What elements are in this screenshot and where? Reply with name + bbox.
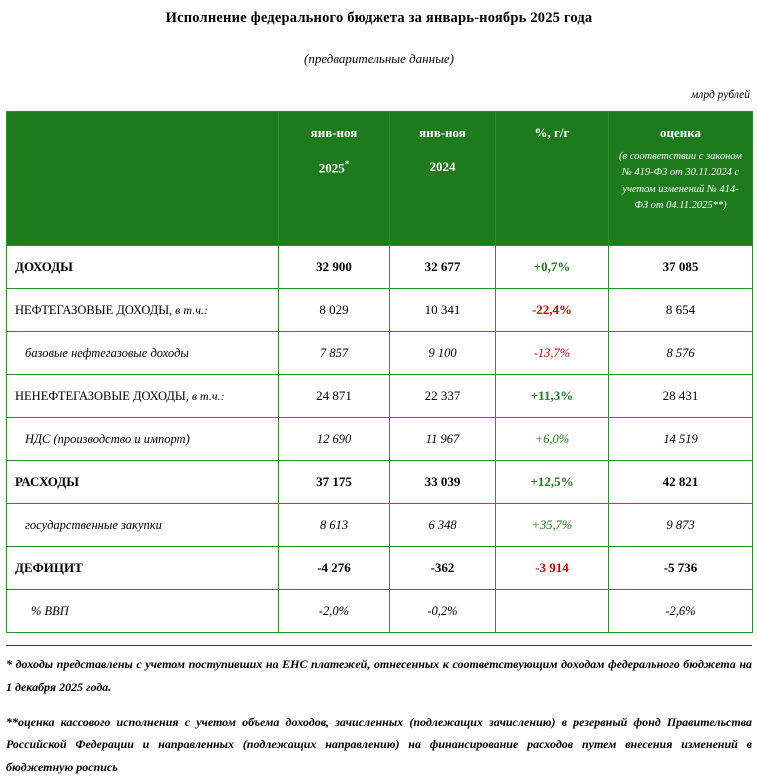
value-estimate: 37 085 [608, 245, 753, 289]
value-yoy: -22,4% [495, 288, 609, 332]
table-row: РАСХОДЫ 37 175 33 039 +12,5% 42 821 [6, 460, 753, 504]
value-2024: 32 677 [389, 245, 496, 289]
value-2024: 11 967 [389, 417, 496, 461]
row-label: НЕНЕФТЕГАЗОВЫЕ ДОХОДЫ, в т.ч.: [6, 374, 279, 418]
col-header-estimate: оценка (в соответствии с законом № 419-Ф… [608, 111, 753, 246]
value-yoy: -13,7% [495, 331, 609, 375]
table-header-row: янв-ноя 2025* янв-ноя 2024 %, г/г оценка… [6, 111, 753, 246]
row-label: НЕФТЕГАЗОВЫЕ ДОХОДЫ, в т.ч.: [6, 288, 279, 332]
value-yoy: -3 914 [495, 546, 609, 590]
value-yoy: +6,0% [495, 417, 609, 461]
budget-table: янв-ноя 2025* янв-ноя 2024 %, г/г оценка… [6, 111, 753, 633]
value-estimate: 9 873 [608, 503, 753, 547]
value-2025: 8 029 [278, 288, 390, 332]
value-2025: 12 690 [278, 417, 390, 461]
value-yoy: +11,3% [495, 374, 609, 418]
value-estimate: -5 736 [608, 546, 753, 590]
value-estimate: 42 821 [608, 460, 753, 504]
row-label: ДЕФИЦИТ [6, 546, 279, 590]
footnote-first: * доходы представлены с учетом поступивш… [6, 657, 752, 694]
col-header-2024-period: янв-ноя [419, 125, 466, 140]
value-2024: 9 100 [389, 331, 496, 375]
row-label: % ВВП [6, 589, 279, 633]
value-2025: 8 613 [278, 503, 390, 547]
value-2025: 7 857 [278, 331, 390, 375]
value-2024: 22 337 [389, 374, 496, 418]
value-estimate: 8 654 [608, 288, 753, 332]
page-title: Исполнение федерального бюджета за январ… [165, 10, 593, 26]
value-2025: 24 871 [278, 374, 390, 418]
col-header-2024: янв-ноя 2024 [389, 111, 496, 246]
value-estimate: 8 576 [608, 331, 753, 375]
value-2024: 6 348 [389, 503, 496, 547]
value-2025: -4 276 [278, 546, 390, 590]
col-header-estimate-note: (в соответствии с законом № 419-ФЗ от 30… [619, 151, 742, 211]
value-estimate: 28 431 [608, 374, 753, 418]
table-row: ДОХОДЫ 32 900 32 677 +0,7% 37 085 [6, 245, 753, 289]
col-header-estimate-title: оценка [659, 125, 702, 140]
value-yoy [495, 589, 609, 633]
value-2024: 33 039 [389, 460, 496, 504]
table-row: государственные закупки 8 613 6 348 +35,… [6, 503, 753, 547]
footnotes-section: * доходы представлены с учетом поступивш… [6, 645, 752, 779]
row-label: НДС (производство и импорт) [6, 417, 279, 461]
table-row: НЕФТЕГАЗОВЫЕ ДОХОДЫ, в т.ч.: 8 029 10 34… [6, 288, 753, 332]
value-yoy: +0,7% [495, 245, 609, 289]
col-header-yoy: %, г/г [495, 111, 609, 246]
col-header-2025: янв-ноя 2025* [278, 111, 390, 246]
value-2024: -362 [389, 546, 496, 590]
table-row: ДЕФИЦИТ -4 276 -362 -3 914 -5 736 [6, 546, 753, 590]
value-2025: 32 900 [278, 245, 390, 289]
col-header-2025-period: янв-ноя [310, 125, 358, 140]
value-2025: 37 175 [278, 460, 390, 504]
row-label: государственные закупки [6, 503, 279, 547]
footnote-second: **оценка кассового исполнения с учетом о… [6, 714, 752, 775]
row-label: базовые нефтегазовые доходы [6, 331, 279, 375]
value-estimate: 14 519 [608, 417, 753, 461]
table-row: базовые нефтегазовые доходы 7 857 9 100 … [6, 331, 753, 375]
col-header-2024-year: 2024 [429, 159, 456, 174]
value-2024: 10 341 [389, 288, 496, 332]
value-2025: -2,0% [278, 589, 390, 633]
row-label: ДОХОДЫ [6, 245, 279, 289]
table-row: НЕНЕФТЕГАЗОВЫЕ ДОХОДЫ, в т.ч.: 24 871 22… [6, 374, 753, 418]
col-header-indicator [6, 111, 279, 246]
col-header-2025-year: 2025* [318, 159, 350, 176]
value-estimate: -2,6% [608, 589, 753, 633]
footnote-marker: * [344, 159, 350, 169]
table-row: % ВВП -2,0% -0,2% -2,6% [6, 589, 753, 633]
value-yoy: +35,7% [495, 503, 609, 547]
table-row: НДС (производство и импорт) 12 690 11 96… [6, 417, 753, 461]
value-yoy: +12,5% [495, 460, 609, 504]
units-label: млрд рублей [691, 89, 750, 101]
row-label: РАСХОДЫ [6, 460, 279, 504]
page-subtitle: (предварительные данные) [304, 51, 454, 66]
value-2024: -0,2% [389, 589, 496, 633]
